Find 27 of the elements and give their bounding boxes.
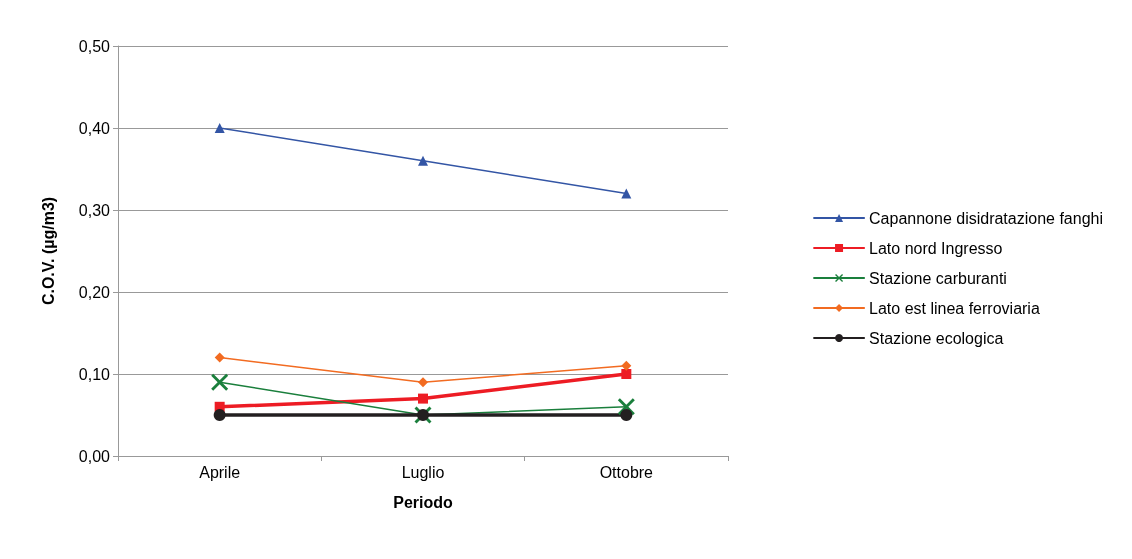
x-tick-label: Ottobre — [599, 463, 654, 481]
x-tick-label: Aprile — [199, 463, 241, 481]
legend-label: Lato nord Ingresso — [869, 239, 1003, 257]
x-tick-label: Luglio — [401, 463, 445, 481]
point — [211, 373, 229, 391]
point — [418, 393, 428, 404]
legend-label: Stazione ecologica — [869, 329, 1004, 347]
y-tick-label: 0,50 — [78, 37, 111, 55]
point — [621, 188, 632, 199]
point — [213, 409, 226, 421]
point — [214, 123, 225, 133]
point — [214, 352, 225, 363]
y-tick-label: 0,20 — [78, 283, 111, 301]
point — [418, 377, 428, 388]
legend-label: Capannone disidratazione fanghi — [869, 209, 1103, 227]
point — [418, 155, 428, 166]
y-tick-label: 0,00 — [78, 447, 111, 465]
legend-label: Stazione carburanti — [869, 269, 1007, 287]
point — [621, 360, 632, 371]
point — [620, 409, 633, 421]
point — [621, 369, 632, 379]
legend-label: Lato est linea ferroviaria — [869, 299, 1040, 317]
y-axis-title: C.O.V. (µg/m3) — [39, 196, 57, 306]
y-tick-label: 0,30 — [78, 201, 111, 219]
x-axis-title: Periodo — [393, 493, 454, 511]
y-tick-label: 0,40 — [78, 119, 111, 137]
y-tick-label: 0,10 — [78, 365, 111, 383]
